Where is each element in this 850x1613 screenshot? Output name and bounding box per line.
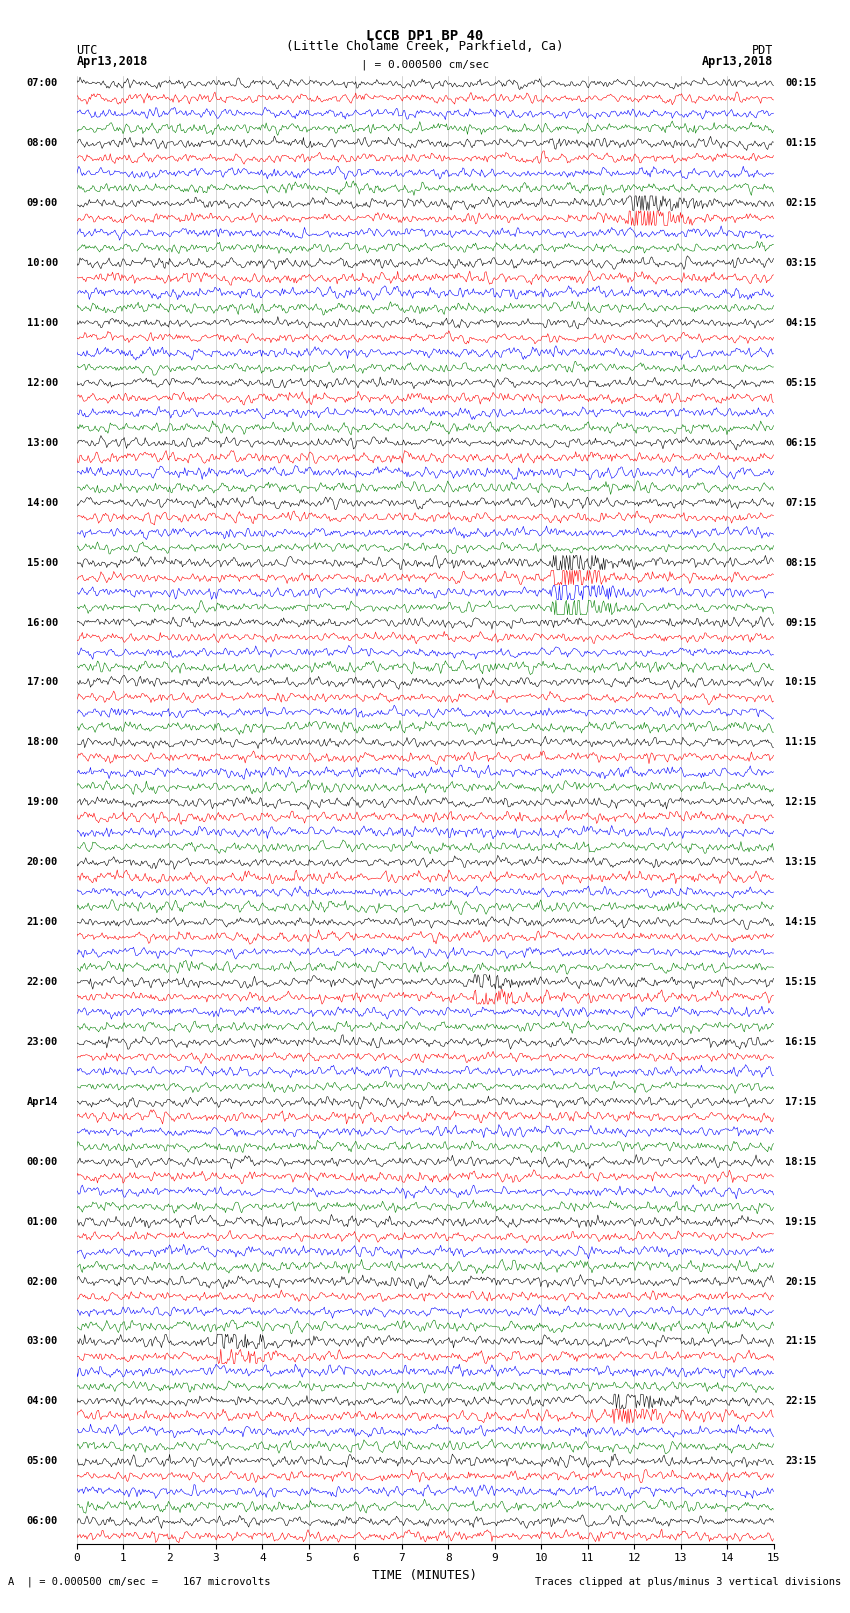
X-axis label: TIME (MINUTES): TIME (MINUTES) — [372, 1569, 478, 1582]
Text: 13:15: 13:15 — [785, 857, 816, 868]
Text: 23:00: 23:00 — [26, 1037, 58, 1047]
Text: 11:15: 11:15 — [785, 737, 816, 747]
Text: 19:15: 19:15 — [785, 1216, 816, 1226]
Text: 01:00: 01:00 — [26, 1216, 58, 1226]
Text: 14:00: 14:00 — [26, 498, 58, 508]
Text: Apr14: Apr14 — [26, 1097, 58, 1107]
Text: 09:00: 09:00 — [26, 198, 58, 208]
Text: 07:15: 07:15 — [785, 498, 816, 508]
Text: LCCB DP1 BP 40: LCCB DP1 BP 40 — [366, 29, 484, 44]
Text: 00:00: 00:00 — [26, 1157, 58, 1166]
Text: 00:15: 00:15 — [785, 79, 816, 89]
Text: 02:15: 02:15 — [785, 198, 816, 208]
Text: 12:00: 12:00 — [26, 377, 58, 387]
Text: Apr13,2018: Apr13,2018 — [76, 55, 148, 68]
Text: 08:15: 08:15 — [785, 558, 816, 568]
Text: 23:15: 23:15 — [785, 1457, 816, 1466]
Text: 06:00: 06:00 — [26, 1516, 58, 1526]
Text: 21:00: 21:00 — [26, 918, 58, 927]
Text: UTC: UTC — [76, 44, 98, 56]
Text: 20:00: 20:00 — [26, 857, 58, 868]
Text: 01:15: 01:15 — [785, 139, 816, 148]
Text: 20:15: 20:15 — [785, 1276, 816, 1287]
Text: 04:00: 04:00 — [26, 1397, 58, 1407]
Text: (Little Cholame Creek, Parkfield, Ca): (Little Cholame Creek, Parkfield, Ca) — [286, 40, 564, 53]
Text: 19:00: 19:00 — [26, 797, 58, 806]
Text: 22:00: 22:00 — [26, 977, 58, 987]
Text: 12:15: 12:15 — [785, 797, 816, 806]
Text: Traces clipped at plus/minus 3 vertical divisions: Traces clipped at plus/minus 3 vertical … — [536, 1578, 842, 1587]
Text: 13:00: 13:00 — [26, 437, 58, 448]
Text: 21:15: 21:15 — [785, 1337, 816, 1347]
Text: 16:00: 16:00 — [26, 618, 58, 627]
Text: 02:00: 02:00 — [26, 1276, 58, 1287]
Text: 04:15: 04:15 — [785, 318, 816, 327]
Text: 06:15: 06:15 — [785, 437, 816, 448]
Text: 05:15: 05:15 — [785, 377, 816, 387]
Text: 09:15: 09:15 — [785, 618, 816, 627]
Text: 07:00: 07:00 — [26, 79, 58, 89]
Text: 11:00: 11:00 — [26, 318, 58, 327]
Text: 16:15: 16:15 — [785, 1037, 816, 1047]
Text: 14:15: 14:15 — [785, 918, 816, 927]
Text: PDT: PDT — [752, 44, 774, 56]
Text: | = 0.000500 cm/sec: | = 0.000500 cm/sec — [361, 60, 489, 71]
Text: 08:00: 08:00 — [26, 139, 58, 148]
Text: 10:15: 10:15 — [785, 677, 816, 687]
Text: 18:15: 18:15 — [785, 1157, 816, 1166]
Text: 05:00: 05:00 — [26, 1457, 58, 1466]
Text: 22:15: 22:15 — [785, 1397, 816, 1407]
Text: 15:15: 15:15 — [785, 977, 816, 987]
Text: 17:00: 17:00 — [26, 677, 58, 687]
Text: 10:00: 10:00 — [26, 258, 58, 268]
Text: A  | = 0.000500 cm/sec =    167 microvolts: A | = 0.000500 cm/sec = 167 microvolts — [8, 1576, 271, 1587]
Text: 03:15: 03:15 — [785, 258, 816, 268]
Text: 15:00: 15:00 — [26, 558, 58, 568]
Text: 03:00: 03:00 — [26, 1337, 58, 1347]
Text: Apr13,2018: Apr13,2018 — [702, 55, 774, 68]
Text: 17:15: 17:15 — [785, 1097, 816, 1107]
Text: 18:00: 18:00 — [26, 737, 58, 747]
